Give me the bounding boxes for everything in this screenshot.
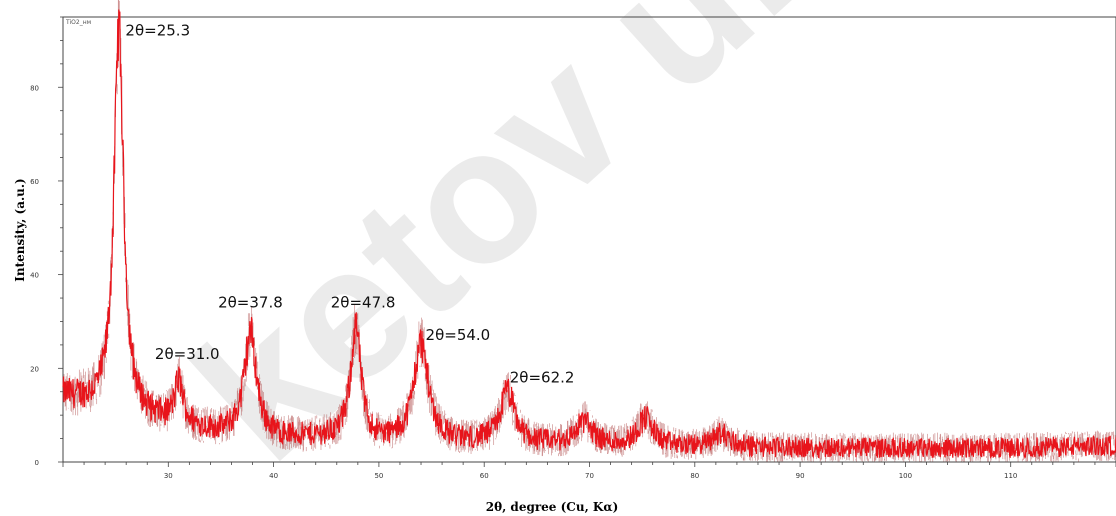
diffraction-pattern-line [62,9,1116,460]
y-tick-label: 40 [30,272,39,280]
y-tick-label: 20 [30,365,39,373]
peak-annotations: 2θ=25.3 2θ=31.0 2θ=37.8 2θ=47.8 2θ=54.0 2θ=62… [125,22,574,387]
x-tick-label: 30 [164,472,173,480]
x-tick-label: 100 [899,472,912,480]
y-axis-ticks: 0 20 40 60 80 [30,16,63,467]
sample-label: TiO2_нм [65,19,91,26]
x-axis-title: 2θ, degree (Cu, Kα) [486,500,619,514]
x-tick-label: 50 [374,472,383,480]
peak-label: 2θ=25.3 [125,22,190,40]
peak-label: 2θ=47.8 [331,293,396,311]
peak-label: 2θ=37.8 [218,293,283,311]
peak-label: 2θ=62.2 [510,368,575,386]
peak-label: 2θ=31.0 [155,345,220,363]
x-tick-label: 110 [1004,472,1017,480]
x-tick-label: 80 [690,472,699,480]
x-tick-label: 40 [269,472,278,480]
y-tick-label: 60 [30,178,39,186]
y-axis-title: Intensity, (a.u.) [13,178,27,282]
peak-label: 2θ=54.0 [426,326,491,344]
y-tick-label: 80 [30,84,39,92]
x-tick-label: 70 [585,472,594,480]
y-tick-label: 0 [35,459,39,467]
x-tick-label: 60 [480,472,489,480]
x-tick-label: 90 [796,472,805,480]
x-axis-ticks: 30 40 50 60 70 80 90 100 110 [62,462,1116,480]
